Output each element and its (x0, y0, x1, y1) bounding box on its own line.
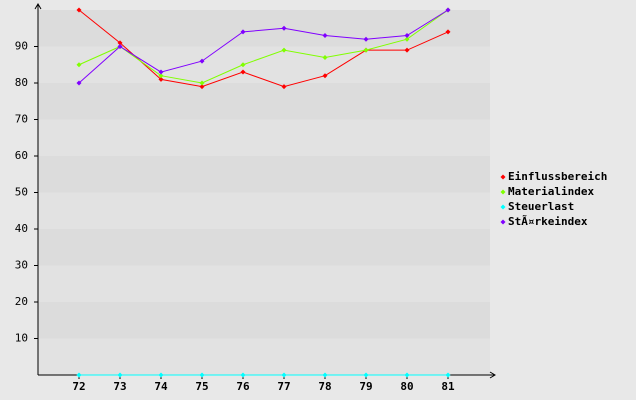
data-point (158, 73, 164, 79)
series-line (78, 9, 449, 84)
x-tick-label: 78 (318, 380, 331, 393)
legend-marker (500, 204, 506, 210)
grid-band (38, 192, 490, 229)
x-tick-label: 81 (441, 380, 455, 393)
grid-band (38, 10, 490, 47)
data-point (240, 62, 246, 68)
legend-label: Einflussbereich (508, 170, 607, 183)
legend-label: Steuerlast (508, 200, 574, 213)
y-tick-label: 60 (15, 149, 28, 162)
y-tick-label: 80 (15, 76, 28, 89)
data-point (281, 372, 287, 378)
data-point (404, 33, 410, 39)
grid-band (38, 265, 490, 302)
x-tick-label: 80 (400, 380, 413, 393)
y-axis-arrow (34, 3, 42, 10)
y-tick-label: 90 (15, 40, 28, 53)
legend-marker (500, 219, 506, 225)
data-point (158, 372, 164, 378)
data-point (199, 372, 205, 378)
data-point (199, 84, 205, 90)
x-tick-label: 79 (359, 380, 372, 393)
y-tick-label: 40 (15, 222, 28, 235)
data-point (363, 372, 369, 378)
data-point (199, 58, 205, 64)
data-point (199, 80, 205, 86)
x-tick-label: 76 (236, 380, 250, 393)
data-point (322, 73, 328, 79)
data-point (322, 372, 328, 378)
data-point (76, 62, 82, 68)
data-point (158, 69, 164, 75)
data-point (117, 372, 123, 378)
grid-band (38, 338, 490, 375)
grid-band (38, 46, 490, 83)
data-point (322, 54, 328, 60)
data-point (404, 47, 410, 53)
data-point (281, 25, 287, 31)
data-point (76, 372, 82, 378)
x-tick-label: 73 (113, 380, 126, 393)
x-tick-label: 77 (277, 380, 290, 393)
legend-marker (500, 189, 506, 195)
grid-band (38, 302, 490, 339)
y-tick-label: 50 (15, 186, 28, 199)
data-point (281, 47, 287, 53)
data-point (158, 76, 164, 82)
data-point (240, 69, 246, 75)
data-point (240, 372, 246, 378)
legend-label: StÃ¤rkeindex (508, 215, 588, 228)
series-line (78, 9, 449, 84)
grid-band (38, 229, 490, 266)
data-point (117, 40, 123, 46)
data-point (445, 29, 451, 35)
data-point (404, 372, 410, 378)
data-point (281, 84, 287, 90)
data-point (117, 44, 123, 49)
data-point (363, 47, 369, 53)
data-point (322, 33, 328, 39)
data-point (363, 36, 369, 42)
y-tick-label: 20 (15, 295, 28, 308)
y-tick-label: 30 (15, 259, 28, 272)
legend-label: Materialindex (508, 185, 594, 198)
y-tick-label: 10 (15, 332, 28, 345)
y-tick-label: 70 (15, 113, 28, 126)
data-point (76, 7, 82, 13)
legend-marker (500, 174, 506, 180)
data-point (445, 7, 451, 13)
grid-band (38, 119, 490, 156)
data-point (240, 29, 246, 35)
x-axis-arrow (489, 371, 496, 379)
data-point (76, 80, 82, 86)
grid-band (38, 83, 490, 120)
data-point (404, 36, 410, 42)
data-point (445, 372, 451, 378)
x-tick-label: 72 (72, 380, 85, 393)
x-tick-label: 75 (195, 380, 208, 393)
x-tick-label: 74 (154, 380, 168, 393)
grid-band (38, 156, 490, 193)
